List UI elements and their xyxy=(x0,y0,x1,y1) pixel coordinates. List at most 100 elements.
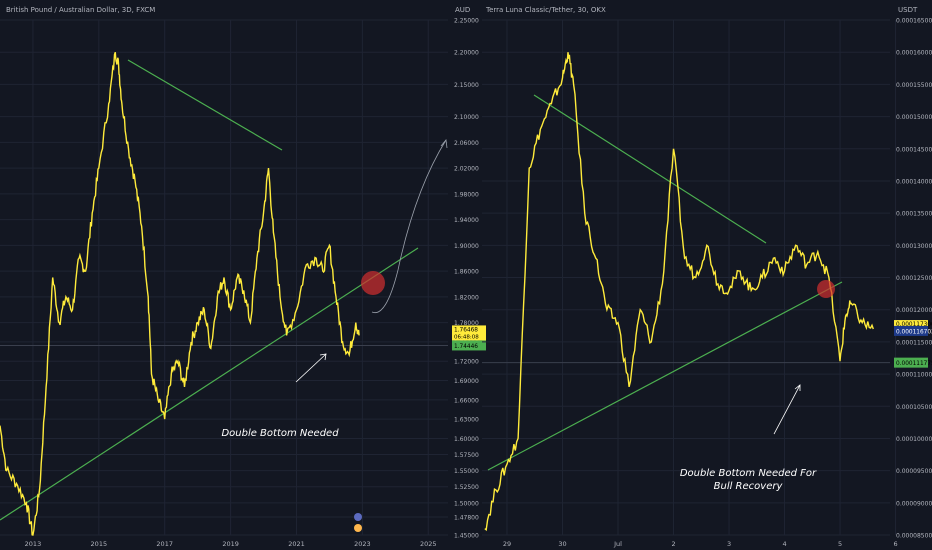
right-axis-unit: USDT xyxy=(898,6,918,14)
right-annotation-text-line2: Bull Recovery xyxy=(714,481,784,492)
x-tick-label: 2 xyxy=(671,540,675,548)
countdown-tag: 06:48:08 xyxy=(454,334,479,340)
y-tick-label: 2.10000 xyxy=(454,114,479,121)
level-tag: 1.74446 xyxy=(454,344,478,350)
x-tick-label: 4 xyxy=(782,540,786,548)
last-price-tag-bg xyxy=(452,325,486,341)
left-trend-lines xyxy=(0,59,419,521)
y-tick-label: 1.82000 xyxy=(454,294,479,301)
y-tick-label: 1.98000 xyxy=(454,191,479,198)
x-tick-label: 2013 xyxy=(25,540,42,548)
y-tick-label: 2.20000 xyxy=(454,50,479,57)
right-chart-title: Terra Luna Classic/Tether, 30, OKX xyxy=(485,6,606,14)
left-y-ticks: 1.45000 1.47800 1.50000 1.52500 1.55000 1.575… xyxy=(454,18,479,540)
x-tick-label: 6 xyxy=(893,540,897,548)
y-tick-label: 1.45000 xyxy=(454,533,479,540)
projection-curve xyxy=(371,139,447,314)
left-annotation-marks xyxy=(295,139,448,532)
x-tick-label: 2017 xyxy=(156,540,173,548)
left-chart-panel[interactable]: British Pound / Australian Dollar, 3D, F… xyxy=(0,6,448,536)
x-tick-label: 3 xyxy=(727,540,731,548)
event-marker xyxy=(354,513,362,521)
level-tag-bg xyxy=(452,340,486,351)
support-trend-line xyxy=(487,281,843,471)
right-price-axis[interactable]: USDT 0.0001650000.0001600000.0001550000.… xyxy=(894,6,932,540)
pointer-arrowhead xyxy=(319,353,327,361)
right-price-line xyxy=(484,52,874,532)
last-price-tag: 0.000117300 xyxy=(896,322,932,328)
x-tick-label: 29 xyxy=(503,540,511,548)
y-tick-label: 1.69000 xyxy=(454,378,479,385)
x-tick-label: Jul xyxy=(613,540,622,548)
left-chart-title: British Pound / Australian Dollar, 3D, F… xyxy=(6,6,155,14)
level-tag-bg xyxy=(894,357,928,368)
level-tag: 0.000111775 xyxy=(896,361,932,367)
y-tick-label: 1.63000 xyxy=(454,417,479,424)
event-marker xyxy=(354,524,362,532)
y-tick-label: 1.50000 xyxy=(454,500,479,507)
highlight-circle xyxy=(817,280,835,298)
highlight-circle xyxy=(361,271,385,295)
x-tick-label: 2023 xyxy=(354,540,371,548)
y-tick-label: 1.90000 xyxy=(454,243,479,250)
pointer-arrow xyxy=(295,353,327,383)
pointer-arrowhead xyxy=(794,384,801,391)
y-tick-label: 1.78000 xyxy=(454,320,479,327)
right-x-ticks: 29 30 Jul 2 3 4 5 6 xyxy=(503,540,898,548)
y-tick-label: 1.52500 xyxy=(454,484,479,491)
prev-price-tag: 0.000116703 xyxy=(896,329,932,335)
y-tick-label: 2.02000 xyxy=(454,166,479,173)
x-tick-label: 30 xyxy=(558,540,566,548)
last-price-tag: 1.76468 xyxy=(454,327,478,333)
y-tick-label: 1.94000 xyxy=(454,217,479,224)
support-trend-line xyxy=(0,247,419,521)
right-annotation-marks xyxy=(773,280,835,435)
y-tick-label: 1.86000 xyxy=(454,269,479,276)
resistance-trend-line xyxy=(127,59,283,151)
y-tick-label: 1.57500 xyxy=(454,452,479,459)
y-tick-label: 2.06000 xyxy=(454,140,479,147)
right-grid xyxy=(482,19,897,536)
left-price-axis[interactable]: AUD 1.450001.478001.500001.525001.550001… xyxy=(452,6,486,540)
prev-price-tag-bg xyxy=(894,325,928,336)
right-chart-panel[interactable]: Terra Luna Classic/Tether, 30, OKX xyxy=(482,6,897,536)
y-tick-label: 2.15000 xyxy=(454,82,479,89)
y-tick-label: 1.60000 xyxy=(454,436,479,443)
y-tick-label: 1.47800 xyxy=(454,514,479,521)
y-tick-label: 1.55000 xyxy=(454,468,479,475)
left-price-line xyxy=(0,51,360,536)
right-annotation-text-line1: Double Bottom Needed For xyxy=(680,468,817,479)
projection-arrowhead xyxy=(440,139,448,149)
x-tick-label: 5 xyxy=(838,540,842,548)
x-tick-label: 2025 xyxy=(420,540,437,548)
y-tick-label: 1.72000 xyxy=(454,359,479,366)
right-trend-lines xyxy=(487,94,843,471)
x-tick-label: 2019 xyxy=(222,540,239,548)
x-tick-label: 2015 xyxy=(91,540,108,548)
left-grid xyxy=(0,19,448,536)
left-x-ticks: 2013 2015 2017 2019 2021 2023 2025 xyxy=(25,540,437,548)
y-tick-label: 2.25000 xyxy=(454,18,479,25)
